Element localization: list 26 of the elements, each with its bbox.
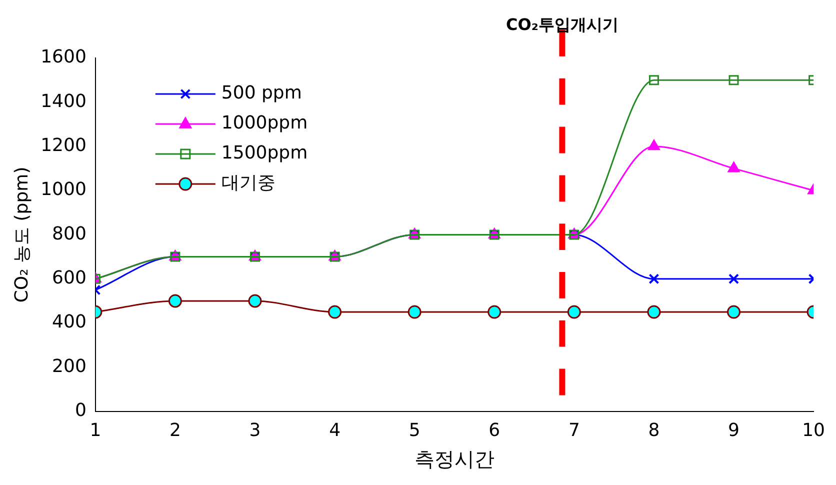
x-tick-label: 8 [648,420,660,441]
y-axis-title: CO₂ 농도 (ppm) [11,166,32,303]
ref-line-label: CO₂투입개시기 [506,15,618,34]
legend-label: 1500ppm [221,142,308,164]
y-tick-label: 1200 [40,135,86,156]
y-tick-label: 0 [74,400,86,422]
x-tick-label: 3 [249,420,261,441]
x-tick-label: 4 [329,420,341,441]
y-tick-label: 1600 [40,46,86,68]
y-tick-label: 200 [52,356,86,377]
y-tick-label: 800 [52,223,86,244]
x-tick-label: 1 [90,420,102,441]
y-tick-label: 1000 [40,179,86,200]
x-axis-title: 측정시간 [414,447,494,472]
legend-label: 500 ppm [221,82,302,104]
legend-label: 대기중 [221,172,276,194]
y-tick-label: 600 [52,268,86,289]
x-tick-label: 10 [802,420,825,441]
x-tick-label: 7 [568,420,580,441]
y-tick-label: 400 [52,312,86,333]
x-tick-label: 5 [408,420,420,441]
x-tick-label: 2 [169,420,181,441]
x-tick-label: 6 [488,420,500,441]
x-tick-label: 9 [728,420,740,441]
y-tick-label: 1400 [40,90,86,112]
legend-label: 1000ppm [221,112,308,134]
